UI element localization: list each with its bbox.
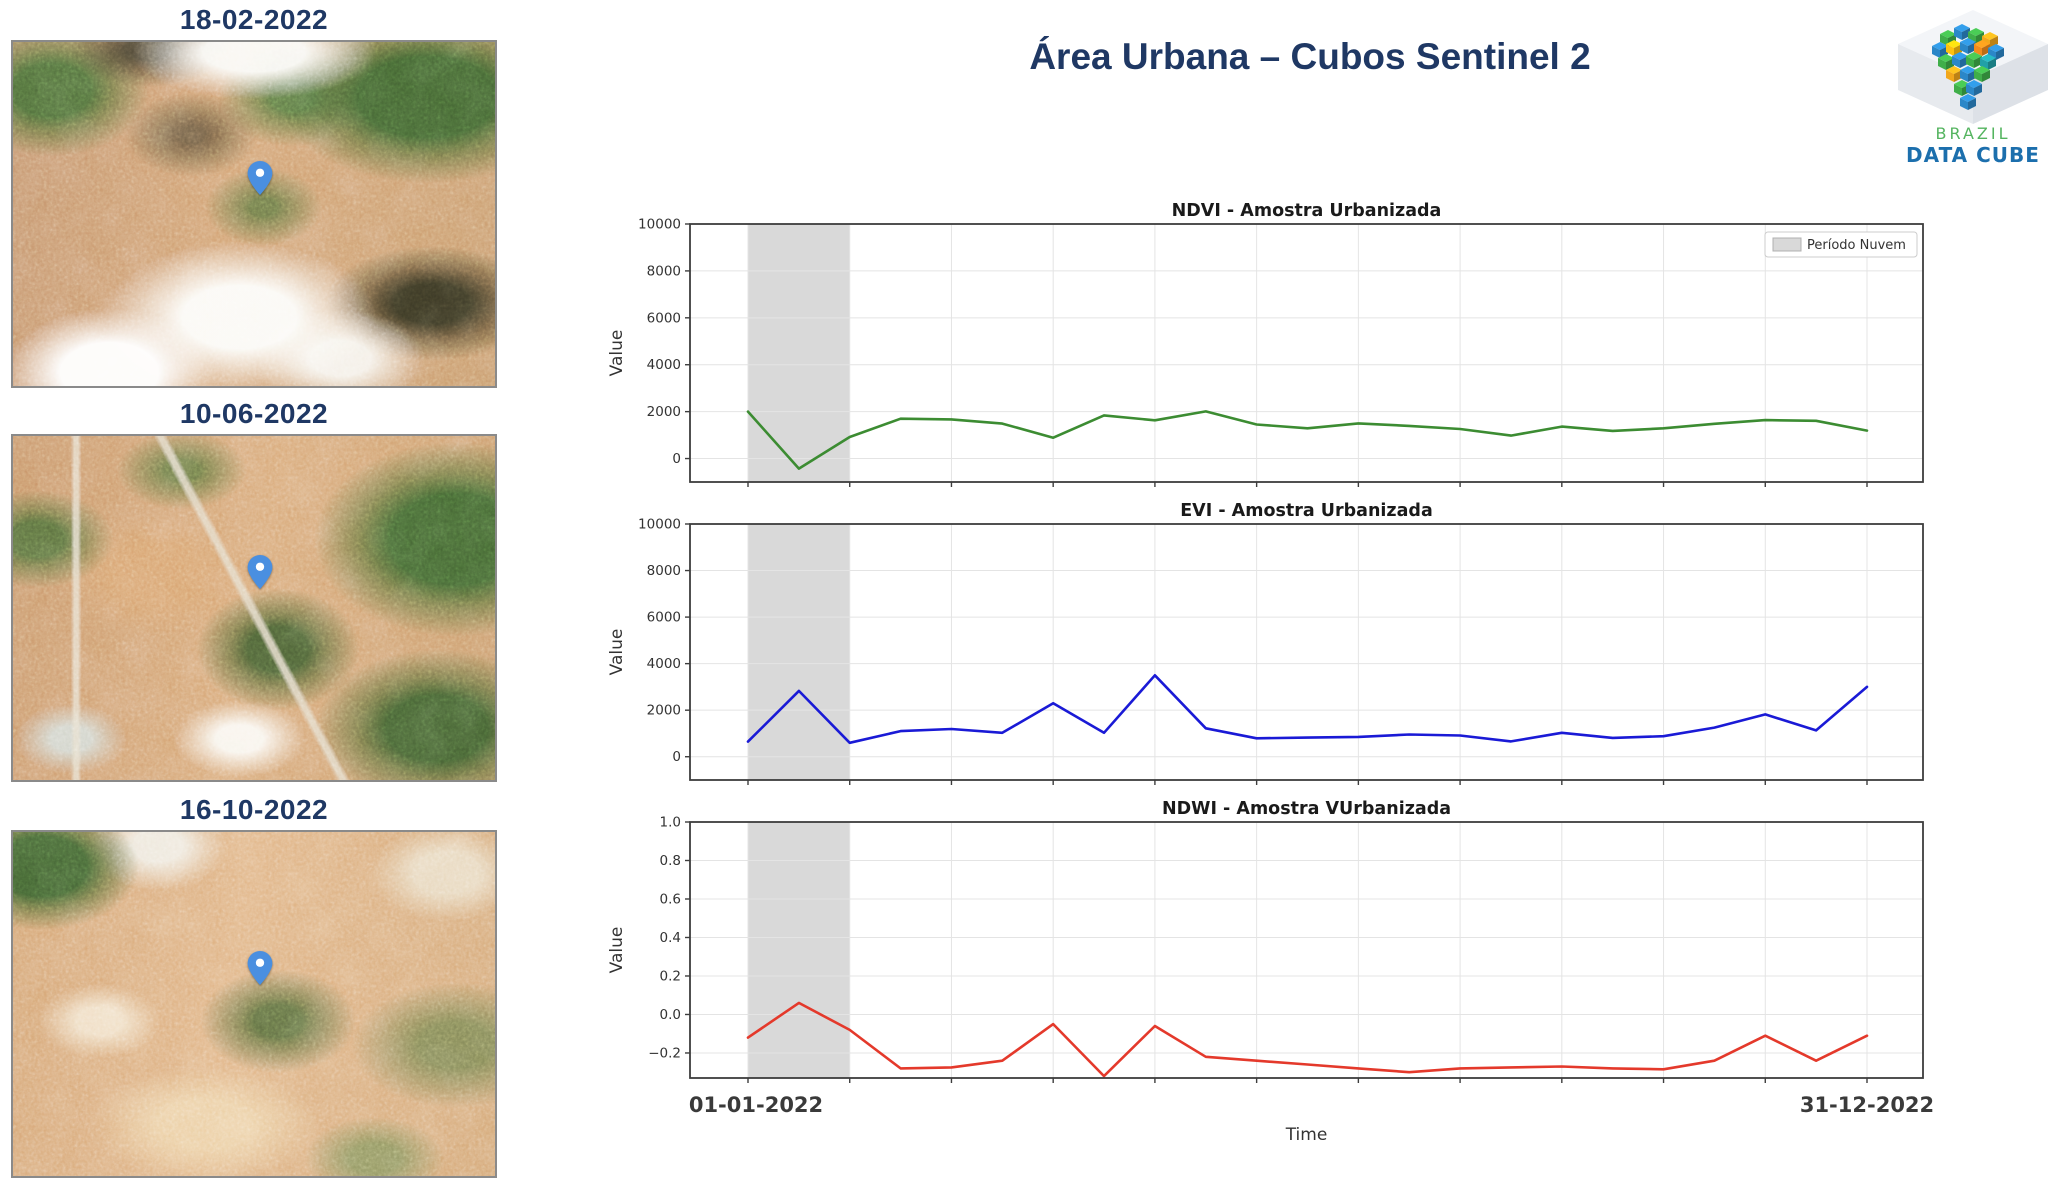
svg-text:0: 0 — [672, 749, 681, 765]
svg-text:NDWI - Amostra VUrbanizada: NDWI - Amostra VUrbanizada — [1162, 799, 1451, 819]
legend-box — [1764, 231, 1918, 258]
cloud-period-band — [748, 524, 850, 780]
svg-text:0.6: 0.6 — [660, 891, 681, 907]
terrain-texture — [13, 832, 495, 1176]
svg-text:EVI - Amostra Urbanizada: EVI - Amostra Urbanizada — [1180, 501, 1433, 521]
map-pin-icon — [247, 951, 273, 986]
ndvi-line — [746, 410, 1869, 470]
legend-swatch — [1772, 237, 1802, 252]
satellite-date-label: 16-10-2022 — [179, 794, 329, 825]
logo-text-brazil: BRAZIL — [1935, 124, 2011, 143]
cloud-period-band — [748, 224, 850, 482]
cloud-period-band — [748, 822, 850, 1078]
grain-texture — [13, 832, 495, 1176]
satellite-date-label: 10-06-2022 — [179, 398, 329, 429]
satellite-image — [11, 40, 497, 388]
logo-text-datacube: DATA CUBE — [1906, 143, 2040, 167]
svg-text:8000: 8000 — [647, 563, 681, 579]
satellite-panel-2: 10-06-2022 — [11, 398, 497, 782]
svg-text:6000: 6000 — [647, 610, 681, 626]
svg-text:1.0: 1.0 — [660, 815, 681, 831]
svg-text:Value: Value — [607, 629, 627, 676]
satellite-panel-1: 18-02-2022 — [11, 4, 497, 388]
map-pin-icon — [247, 161, 273, 196]
svg-text:NDVI - Amostra Urbanizada: NDVI - Amostra Urbanizada — [1172, 201, 1442, 221]
svg-text:Time: Time — [1285, 1125, 1328, 1145]
svg-text:10000: 10000 — [638, 217, 681, 233]
terrain-texture — [13, 42, 495, 386]
svg-text:8000: 8000 — [647, 263, 681, 279]
svg-text:0.2: 0.2 — [660, 968, 681, 984]
satellite-image — [11, 830, 497, 1178]
satellite-date-label: 18-02-2022 — [179, 4, 329, 35]
page-title: Área Urbana – Cubos Sentinel 2 — [1029, 36, 1591, 77]
brazil-data-cube-logo: BRAZIL DATA CUBE — [1888, 8, 2058, 167]
chart-evi: 0 2000 4000 6000 8000 10000 EVI - Amostra Urba… — [607, 501, 1924, 785]
svg-text:01-01-2022: 01-01-2022 — [689, 1093, 823, 1117]
svg-text:2000: 2000 — [647, 703, 681, 719]
svg-text:0: 0 — [672, 451, 681, 467]
satellite-panel-3: 16-10-2022 — [11, 794, 497, 1178]
terrain-texture — [13, 436, 495, 780]
svg-text:0.8: 0.8 — [660, 853, 681, 869]
svg-text:−0.2: −0.2 — [648, 1045, 681, 1061]
svg-text:2000: 2000 — [647, 404, 681, 420]
map-pin-icon — [247, 555, 273, 590]
satellite-image — [11, 434, 497, 782]
svg-text:0.4: 0.4 — [660, 930, 681, 946]
chart-ndvi: 0 2000 4000 6000 8000 10000 NDVI - Amostra Urb… — [607, 201, 1924, 487]
svg-text:6000: 6000 — [647, 310, 681, 326]
grain-texture — [13, 436, 495, 780]
ndwi-line — [746, 1001, 1869, 1078]
svg-text:4000: 4000 — [647, 357, 681, 373]
svg-text:0.0: 0.0 — [660, 1007, 681, 1023]
logo-cube-graphic — [1898, 10, 2048, 124]
svg-text:10000: 10000 — [638, 517, 681, 533]
evi-line — [746, 673, 1869, 745]
svg-text:Value: Value — [607, 330, 627, 377]
chart-ndwi: −0.2 0.0 0.2 0.4 0.6 0.8 1.0 NDWI - Amostra VUr… — [607, 799, 1934, 1145]
grain-texture — [13, 42, 495, 386]
svg-text:Período Nuvem: Período Nuvem — [1807, 238, 1906, 253]
svg-text:4000: 4000 — [647, 656, 681, 672]
svg-text:31-12-2022: 31-12-2022 — [1800, 1093, 1934, 1117]
svg-text:Value: Value — [607, 927, 627, 974]
